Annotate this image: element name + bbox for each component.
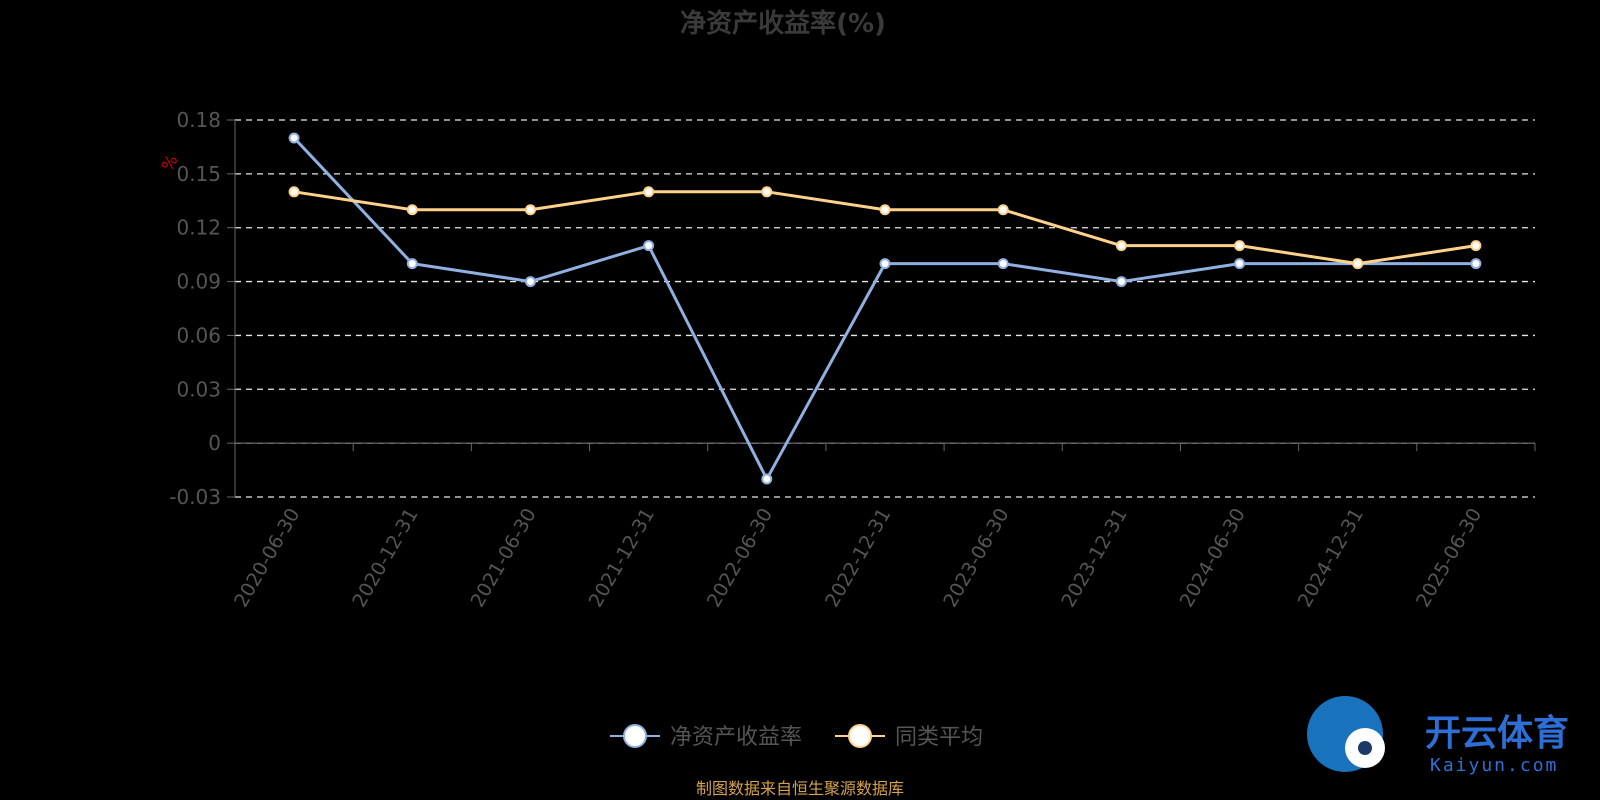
data-point[interactable] bbox=[1115, 276, 1127, 288]
series-line bbox=[292, 136, 1476, 481]
legend-marker-roe bbox=[623, 724, 647, 748]
series-peer-average bbox=[288, 186, 1482, 270]
y-tick-label: 0.18 bbox=[176, 108, 221, 132]
data-point[interactable] bbox=[288, 132, 300, 144]
chart-title: 净资产收益率(%) bbox=[680, 8, 886, 39]
grid-lines bbox=[227, 119, 1535, 498]
y-tick-label: -0.03 bbox=[169, 485, 221, 509]
data-point[interactable] bbox=[879, 258, 891, 270]
watermark-logo: 开云体育 Kaiyun.com bbox=[1307, 696, 1569, 776]
legend-label-roe: 净资产收益率 bbox=[670, 725, 802, 750]
series-lines bbox=[288, 132, 1482, 485]
x-tick-label: 2021-06-30 bbox=[467, 505, 541, 612]
y-tick-label: 0.15 bbox=[176, 162, 221, 186]
data-point[interactable] bbox=[1234, 258, 1246, 270]
data-point[interactable] bbox=[1352, 258, 1364, 270]
data-point[interactable] bbox=[643, 186, 655, 198]
data-point[interactable] bbox=[288, 186, 300, 198]
x-tick-label: 2025-06-30 bbox=[1412, 505, 1486, 612]
x-tick-label: 2024-06-30 bbox=[1176, 505, 1250, 612]
y-tick-labels: 0.18 0.15 0.12 0.09 0.06 0.03 0 -0.03 bbox=[169, 108, 221, 509]
data-point[interactable] bbox=[761, 186, 773, 198]
data-point[interactable] bbox=[524, 204, 536, 216]
y-tick-label: 0.12 bbox=[176, 216, 221, 240]
data-point[interactable] bbox=[1470, 240, 1482, 252]
x-tick-labels: 2020-06-30 2020-12-31 2021-06-30 2021-12-31… bbox=[230, 504, 1486, 611]
source-note: 制图数据来自恒生聚源数据库 bbox=[696, 779, 904, 798]
x-tick-label: 2023-12-31 bbox=[1057, 505, 1131, 612]
data-point[interactable] bbox=[997, 204, 1009, 216]
y-tick-label: 0.03 bbox=[176, 377, 221, 401]
legend-item-roe[interactable]: 净资产收益率 bbox=[610, 724, 802, 750]
y-tick-label: 0.09 bbox=[176, 270, 221, 294]
data-point[interactable] bbox=[997, 258, 1009, 270]
x-tick-label: 2024-12-31 bbox=[1294, 505, 1368, 612]
data-point[interactable] bbox=[1115, 240, 1127, 252]
logo-text-en: Kaiyun.com bbox=[1430, 755, 1558, 776]
axes bbox=[234, 120, 1536, 497]
logo-text-cn: 开云体育 bbox=[1425, 713, 1569, 754]
y-tick-label: 0.06 bbox=[176, 323, 221, 347]
legend-item-peer-average[interactable]: 同类平均 bbox=[835, 724, 983, 750]
x-tick-label: 2020-06-30 bbox=[230, 505, 304, 612]
x-tick-label: 2023-06-30 bbox=[939, 505, 1013, 612]
x-tick-label: 2022-06-30 bbox=[703, 505, 777, 612]
data-point[interactable] bbox=[1470, 258, 1482, 270]
data-point[interactable] bbox=[879, 204, 891, 216]
x-tick-label: 2020-12-31 bbox=[348, 504, 422, 611]
legend-marker-peer-average bbox=[848, 724, 872, 748]
legend[interactable]: 净资产收益率 同类平均 bbox=[610, 724, 983, 750]
logo-ball-center bbox=[1358, 741, 1372, 755]
data-point[interactable] bbox=[406, 204, 418, 216]
data-point[interactable] bbox=[524, 276, 536, 288]
x-tick-label: 2021-12-31 bbox=[585, 505, 659, 612]
data-point[interactable] bbox=[643, 240, 655, 252]
data-point[interactable] bbox=[761, 473, 773, 485]
y-tick-label: 0 bbox=[208, 431, 221, 455]
data-point[interactable] bbox=[406, 258, 418, 270]
legend-label-peer-average: 同类平均 bbox=[895, 725, 983, 750]
x-tick-label: 2022-12-31 bbox=[821, 505, 895, 612]
series-roe bbox=[288, 132, 1482, 485]
data-point[interactable] bbox=[1234, 240, 1246, 252]
